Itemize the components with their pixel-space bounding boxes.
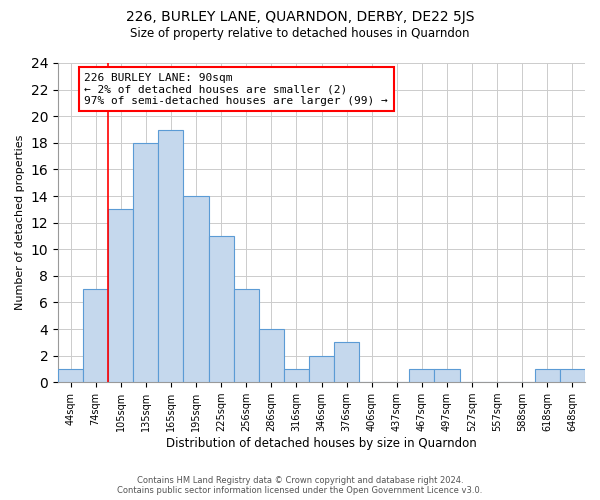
- Bar: [334, 342, 359, 382]
- Text: 226 BURLEY LANE: 90sqm
← 2% of detached houses are smaller (2)
97% of semi-detac: 226 BURLEY LANE: 90sqm ← 2% of detached …: [85, 72, 388, 106]
- Bar: [83, 289, 108, 382]
- Bar: [535, 369, 560, 382]
- Bar: [409, 369, 434, 382]
- Y-axis label: Number of detached properties: Number of detached properties: [15, 135, 25, 310]
- Bar: [233, 289, 259, 382]
- Bar: [184, 196, 209, 382]
- Bar: [58, 369, 83, 382]
- X-axis label: Distribution of detached houses by size in Quarndon: Distribution of detached houses by size …: [166, 437, 477, 450]
- Bar: [133, 143, 158, 382]
- Bar: [108, 210, 133, 382]
- Text: 226, BURLEY LANE, QUARNDON, DERBY, DE22 5JS: 226, BURLEY LANE, QUARNDON, DERBY, DE22 …: [126, 10, 474, 24]
- Bar: [284, 369, 309, 382]
- Bar: [158, 130, 184, 382]
- Text: Size of property relative to detached houses in Quarndon: Size of property relative to detached ho…: [130, 28, 470, 40]
- Text: Contains HM Land Registry data © Crown copyright and database right 2024.
Contai: Contains HM Land Registry data © Crown c…: [118, 476, 482, 495]
- Bar: [259, 329, 284, 382]
- Bar: [434, 369, 460, 382]
- Bar: [309, 356, 334, 382]
- Bar: [560, 369, 585, 382]
- Bar: [209, 236, 233, 382]
